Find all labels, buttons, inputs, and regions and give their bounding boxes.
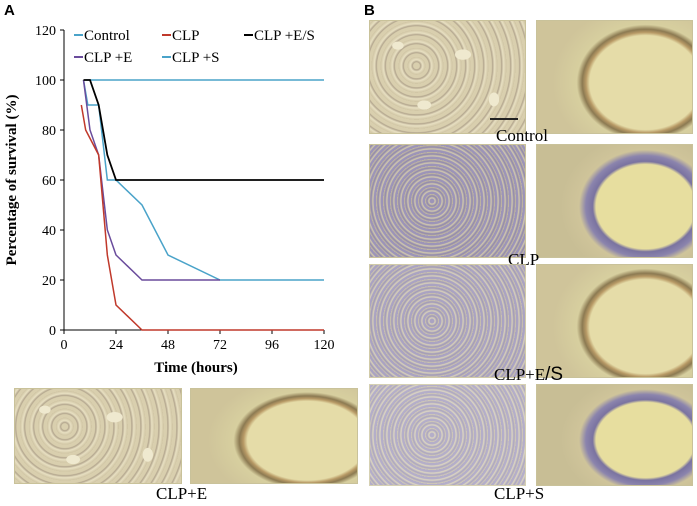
y-tick-label: 60 [42, 174, 56, 189]
scale-bar [490, 118, 518, 120]
micrograph-clp-es-lung [369, 264, 526, 378]
x-axis-label: Time (hours) [154, 360, 237, 376]
caption-control: Control [496, 126, 548, 145]
micrograph-clp-e-lung [14, 388, 182, 484]
x-tick-label: 48 [161, 338, 175, 353]
caption-clp-es-prefix: CLP+E [494, 365, 546, 384]
legend-label: CLP +E/S [254, 28, 315, 44]
y-tick-label: 100 [35, 74, 56, 89]
legend-label: CLP +S [172, 50, 220, 66]
chart-ticks: 0 20 40 60 80 100 120 0 24 48 72 96 120 [35, 24, 335, 353]
y-axis-label: Percentage of survival (%) [4, 95, 20, 266]
panel-label-b: B [364, 2, 375, 19]
caption-clp-s: CLP+S [494, 484, 545, 503]
micrograph-clp-s-lung [369, 384, 526, 486]
micrograph-clp-s-vessel [536, 384, 693, 486]
y-tick-label: 0 [49, 324, 56, 339]
micrograph-clp-e-vessel [190, 388, 358, 484]
micrograph-clp-es-vessel [536, 264, 693, 378]
chart-lines [80, 79, 324, 331]
y-tick-label: 20 [42, 274, 56, 289]
chart-legend: Control CLP CLP +E/S CLP +E CLP +S [74, 28, 315, 66]
legend-label: CLP [172, 28, 200, 44]
panel-label-a: A [4, 2, 15, 19]
x-tick-label: 120 [314, 338, 335, 353]
caption-clp-es-suffix: /S [545, 364, 564, 385]
series-line-clp-e [82, 79, 220, 281]
caption-clp-e: CLP+E [156, 484, 208, 503]
y-tick-label: 40 [42, 224, 56, 239]
micrograph-clp-lung [369, 144, 526, 258]
x-tick-label: 24 [109, 338, 123, 353]
micrograph-control-vessel [536, 20, 693, 134]
survival-chart: 0 20 40 60 80 100 120 0 24 48 72 96 120 Control CLP CL… [4, 24, 335, 376]
x-tick-label: 96 [265, 338, 279, 353]
series-line-clp-e-s [83, 79, 324, 181]
caption-clp-es: CLP+E/S [494, 364, 563, 386]
micrograph-control-lung [369, 20, 526, 134]
y-tick-label: 80 [42, 124, 56, 139]
x-tick-label: 0 [61, 338, 68, 353]
series-line-clp [80, 104, 324, 331]
micrograph-clp-vessel [536, 144, 693, 258]
y-tick-label: 120 [35, 24, 56, 39]
legend-label: Control [84, 28, 130, 44]
legend-label: CLP +E [84, 50, 132, 66]
x-tick-label: 72 [213, 338, 227, 353]
